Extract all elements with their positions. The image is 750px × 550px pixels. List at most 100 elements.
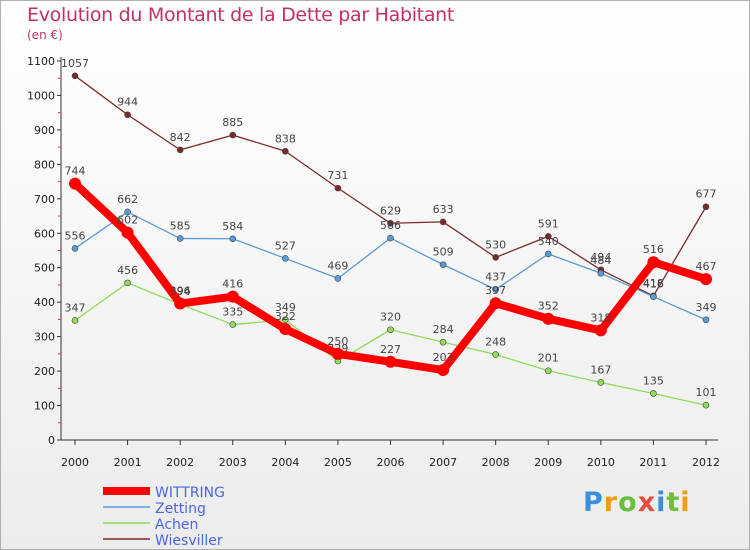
x-tick-label: 2002 (166, 456, 194, 469)
data-point-wittring (69, 177, 81, 190)
data-point-zetting (492, 286, 499, 293)
data-label-wiesviller: 885 (222, 116, 243, 129)
y-tick-label: 100 (34, 400, 55, 413)
data-point-achen (544, 367, 552, 375)
data-label-wittring: 322 (275, 310, 296, 323)
data-label-achen: 456 (117, 264, 138, 277)
data-label-zetting: 585 (170, 219, 191, 232)
data-label-zetting: 437 (485, 270, 506, 283)
data-label-wittring: 416 (222, 278, 243, 291)
data-label-wittring: 396 (170, 285, 191, 298)
data-point-wiesviller (544, 233, 552, 240)
data-label-zetting: 586 (380, 219, 401, 232)
y-tick-label: 300 (34, 331, 55, 344)
data-label-achen: 167 (590, 363, 611, 376)
data-point-wiesviller (492, 254, 499, 261)
data-point-wittring (331, 347, 344, 360)
data-label-wittring: 227 (380, 343, 401, 356)
x-tick-label: 2005 (324, 456, 352, 469)
data-point-zetting (650, 293, 657, 300)
data-label-wittring: 516 (643, 243, 664, 256)
y-tick-label: 800 (34, 158, 55, 171)
data-label-wiesviller: 633 (433, 203, 454, 216)
data-point-achen (597, 379, 605, 386)
series-wittring: 744 602 396 416 322 250 227 203 397 352 318 516 467 (65, 165, 717, 377)
data-label-wiesviller: 944 (117, 96, 138, 109)
data-label-wittring: 467 (696, 260, 717, 273)
data-label-wiesviller: 838 (275, 132, 296, 145)
x-tick-label: 2009 (534, 456, 562, 469)
x-tick-label: 2006 (377, 456, 405, 469)
data-point-achen (387, 326, 394, 334)
data-point-achen (282, 316, 289, 324)
data-label-achen: 347 (65, 301, 86, 314)
chart-title: Evolution du Montant de la Dette par Hab… (27, 4, 455, 26)
data-label-achen: 284 (433, 323, 454, 336)
series-line-wiesviller (74, 75, 707, 297)
data-point-zetting (124, 208, 131, 216)
data-label-wittring: 744 (65, 165, 86, 178)
x-tick-label: 2011 (639, 456, 667, 469)
data-label-wiesviller: 494 (590, 251, 611, 264)
x-tick-label: 2004 (271, 456, 299, 469)
data-label-achen: 135 (643, 374, 664, 387)
data-label-zetting: 416 (643, 278, 664, 291)
data-label-zetting: 662 (117, 193, 138, 206)
y-tick-label: 1000 (27, 89, 55, 102)
data-label-achen: 101 (696, 386, 717, 399)
data-point-zetting (229, 235, 237, 243)
data-label-wiesviller: 591 (538, 217, 559, 230)
data-label-wiesviller: 842 (170, 131, 191, 144)
data-label-achen: 320 (380, 311, 401, 324)
data-point-wiesviller (702, 203, 710, 211)
data-point-achen (229, 321, 237, 328)
data-point-wittring (489, 297, 502, 310)
data-label-achen: 349 (275, 301, 296, 314)
y-tick-label: 400 (34, 296, 55, 309)
data-point-wiesviller (176, 146, 184, 154)
data-point-wittring (437, 364, 450, 377)
data-point-zetting (176, 235, 184, 242)
y-tick-label: 600 (34, 227, 55, 240)
logo-letter: i (656, 487, 667, 518)
data-label-wittring: 318 (590, 311, 611, 324)
y-tick-label: 200 (34, 365, 55, 378)
data-point-wittring (700, 273, 712, 286)
y-tick-label: 0 (48, 434, 55, 447)
data-point-wittring (594, 324, 607, 337)
data-point-achen (71, 317, 79, 324)
data-label-wittring: 397 (485, 284, 506, 297)
data-label-wittring: 250 (327, 335, 348, 348)
data-point-wiesviller (282, 147, 289, 155)
data-point-zetting (439, 261, 447, 268)
logo-letter: i (680, 487, 691, 518)
logo-letter: P (583, 487, 604, 518)
x-tick-label: 2007 (429, 456, 457, 469)
data-label-achen: 248 (485, 336, 506, 349)
data-point-wittring (384, 355, 397, 368)
data-point-achen (439, 338, 447, 346)
data-label-zetting: 556 (65, 229, 86, 242)
data-point-zetting (282, 255, 289, 262)
legend-label-achen: Achen (155, 517, 198, 533)
data-point-achen (124, 279, 131, 287)
data-label-wittring: 203 (433, 351, 454, 364)
data-point-wiesviller (387, 219, 394, 227)
x-tick-label: 2003 (219, 456, 247, 469)
data-label-zetting: 469 (327, 259, 348, 272)
logo-letter: r (603, 487, 619, 518)
x-tick-label: 2008 (482, 456, 510, 469)
data-point-zetting (544, 250, 552, 258)
legend-label-wittring: WITTRING (155, 485, 225, 501)
data-label-wiesviller: 530 (485, 238, 506, 251)
logo-letter: x (637, 487, 657, 518)
data-point-zetting (71, 245, 79, 252)
data-label-wiesviller: 629 (380, 204, 401, 217)
data-point-wittring (542, 312, 555, 325)
data-label-wiesviller: 731 (327, 169, 348, 182)
data-label-zetting: 509 (433, 246, 454, 259)
data-label-zetting: 584 (222, 220, 243, 233)
series-wiesviller: 1057 944 842 885 838 731 629 633 530 591 494 418 677 (61, 57, 717, 300)
